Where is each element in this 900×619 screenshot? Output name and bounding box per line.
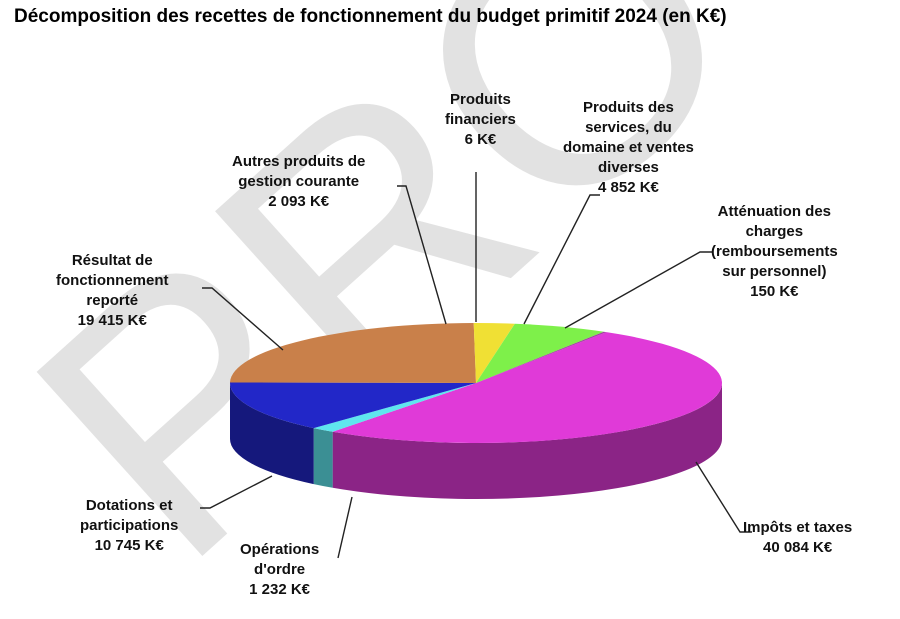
label-value: 10 745 K€ — [94, 537, 164, 554]
leader-impots-taxes — [695, 461, 752, 533]
slice-impots-taxes-side — [332, 383, 722, 500]
pie-sides — [230, 383, 722, 500]
slice-operations-ordre — [313, 383, 476, 432]
label-resultat-fonctionnement: Résultat de fonctionnement reporté 19 415… — [56, 252, 169, 329]
label-produits-services: Produits des services, du domaine et vent… — [563, 99, 694, 196]
leader-dotations-participations — [200, 475, 273, 509]
label-value: 2 093 K€ — [268, 193, 330, 210]
label-value: 19 415 K€ — [77, 312, 147, 329]
label-value: 40 084 K€ — [762, 539, 833, 556]
leader-operations-ordre — [337, 496, 353, 559]
label-value: 150 K€ — [750, 283, 799, 300]
slice-resultat-fonctionnement — [230, 323, 476, 383]
label-value: 1 232 K€ — [249, 581, 311, 598]
chart-title: Décomposition des recettes de fonctionne… — [14, 6, 727, 27]
slice-produits-services — [476, 323, 604, 383]
slice-impots-taxes — [332, 332, 723, 444]
slice-operations-ordre-side — [313, 428, 333, 488]
label-attenuation-charges: Atténuation des charges (remboursements su… — [711, 203, 838, 300]
label-value: 4 852 K€ — [598, 179, 659, 196]
pie-tops — [230, 323, 723, 444]
slice-dotations-participations-side — [230, 383, 314, 485]
label-autres-produits: Autres produits de gestion courante 2 093… — [232, 153, 366, 210]
slice-attenuation-charges — [476, 331, 607, 383]
label-value: 6 K€ — [464, 131, 497, 148]
leader-attenuation-charges — [564, 251, 712, 329]
leader-resultat-fonctionnement — [202, 287, 284, 351]
leader-produits-services — [523, 194, 600, 325]
leader-autres-produits — [397, 185, 447, 325]
slice-autres-produits — [473, 323, 515, 383]
label-dotations-participations: Dotations et participations 10 745 K€ — [80, 497, 179, 554]
label-produits-financiers: Produits financiers 6 K€ — [445, 91, 516, 148]
label-impots-taxes: Impôts et taxes 40 084 K€ — [743, 519, 853, 556]
pie-leaders — [200, 172, 752, 559]
slice-produits-financiers — [476, 323, 515, 383]
slice-dotations-participations — [230, 382, 476, 429]
label-operations-ordre: Opérations d'ordre 1 232 K€ — [240, 541, 320, 598]
